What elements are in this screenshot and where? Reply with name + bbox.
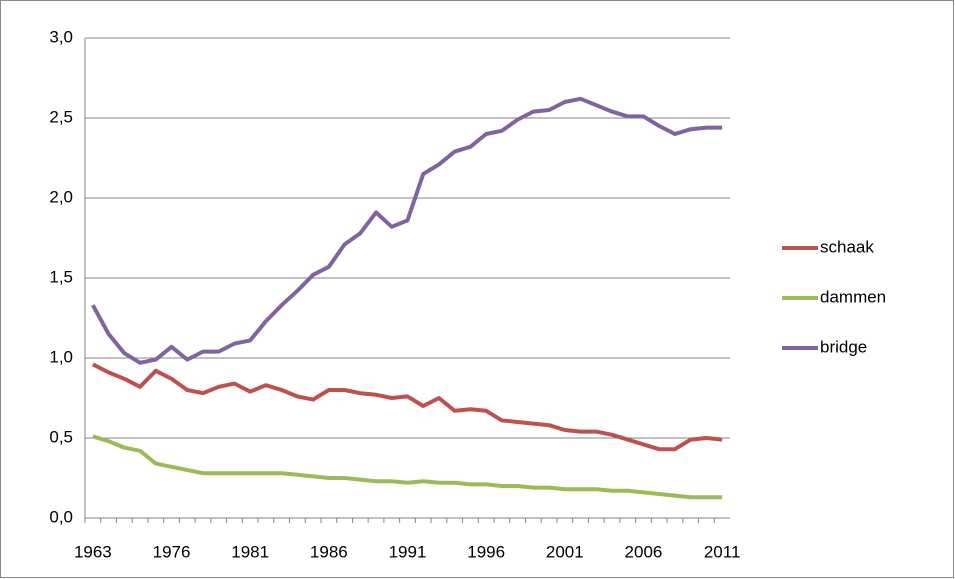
y-tick-label: 2,5 — [49, 107, 73, 126]
x-tick-label: 1991 — [389, 542, 427, 561]
legend-label: bridge — [820, 337, 867, 356]
data-line — [92, 434, 723, 500]
y-tick-label: 1,5 — [49, 267, 73, 286]
x-tick-label: 1976 — [153, 542, 191, 561]
data-line — [91, 362, 723, 452]
y-tick-label: 0,5 — [49, 427, 73, 446]
x-tick-label: 1963 — [74, 542, 112, 561]
data-line — [91, 96, 723, 365]
legend-label: dammen — [820, 287, 886, 306]
x-tick-label: 2011 — [704, 542, 741, 561]
y-tick-label: 3,0 — [49, 27, 73, 46]
y-tick-label: 0,0 — [49, 507, 73, 526]
x-tick-label: 1986 — [310, 542, 348, 561]
x-tick-label: 2001 — [546, 542, 584, 561]
x-tick-label: 2006 — [625, 542, 663, 561]
x-tick-label: 1981 — [231, 542, 269, 561]
x-tick-label: 1996 — [467, 542, 505, 561]
y-tick-label: 2,0 — [49, 187, 73, 206]
legend-label: schaak — [820, 237, 874, 256]
y-tick-label: 1,0 — [49, 347, 73, 366]
